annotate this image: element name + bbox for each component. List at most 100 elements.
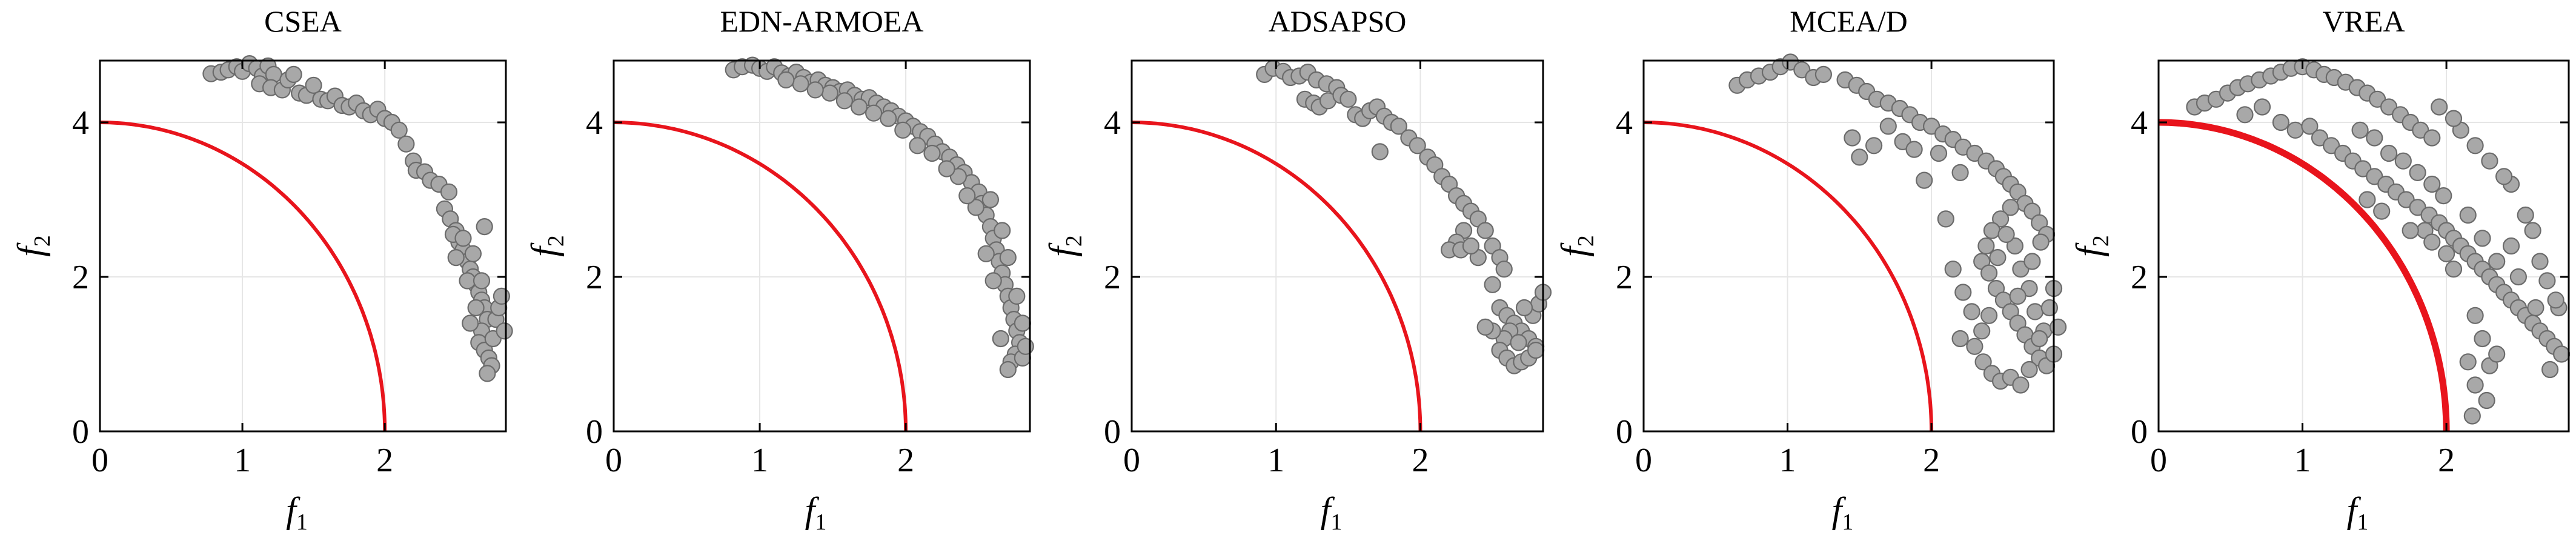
data-point xyxy=(1814,65,1832,84)
data-point xyxy=(479,365,496,382)
data-point xyxy=(2531,253,2549,270)
y-axis-label: f2 xyxy=(2069,235,2114,257)
data-point xyxy=(464,245,482,262)
data-point xyxy=(2474,330,2491,348)
y-tick-label: 4 xyxy=(1616,104,1633,142)
data-point xyxy=(2027,303,2044,320)
data-point xyxy=(2253,98,2271,116)
data-point xyxy=(1339,90,1357,108)
x-tick-label: 0 xyxy=(2150,442,2167,479)
data-point xyxy=(2040,299,2058,317)
data-point xyxy=(2272,113,2289,131)
y-axis-label: f2 xyxy=(10,235,55,257)
data-point xyxy=(2394,152,2412,170)
data-point xyxy=(2286,121,2304,139)
x-tick-label: 0 xyxy=(1635,442,1652,479)
x-axis-label: f1 xyxy=(286,490,308,535)
data-point xyxy=(2502,237,2520,255)
data-point xyxy=(792,75,809,93)
y-tick-label: 4 xyxy=(586,104,603,142)
subplot-title: ADSAPSO xyxy=(1269,4,1407,38)
data-point xyxy=(2351,121,2369,139)
y-tick-label: 0 xyxy=(1104,413,1121,451)
y-tick-label: 2 xyxy=(2131,259,2148,296)
y-axis-label-subscript: 2 xyxy=(30,235,55,247)
data-point xyxy=(1973,322,1991,340)
x-tick-label: 0 xyxy=(605,442,622,479)
data-point xyxy=(462,314,479,332)
data-point xyxy=(1997,225,2015,243)
data-point xyxy=(967,199,984,216)
axes-frame xyxy=(99,59,507,433)
data-point xyxy=(1515,299,1533,317)
x-tick-label: 2 xyxy=(2438,442,2455,479)
data-point xyxy=(1930,144,1948,162)
plot-area xyxy=(614,61,1030,431)
data-point xyxy=(994,222,1011,239)
subplot-2: EDN-ARMOEA f1 f2 0 1 2 0 2 4 xyxy=(524,4,1034,535)
data-point xyxy=(865,104,883,122)
x-axis-label-subscript: 1 xyxy=(296,510,308,535)
data-point xyxy=(958,187,976,205)
y-tick-label: 4 xyxy=(1104,104,1121,142)
data-point xyxy=(2031,330,2048,348)
data-point xyxy=(2478,391,2495,410)
reference-front-curve xyxy=(1131,121,1422,432)
data-point xyxy=(397,135,415,153)
data-point xyxy=(2541,360,2559,379)
data-point xyxy=(285,65,302,84)
data-point xyxy=(2380,144,2398,162)
data-point xyxy=(1977,237,1995,255)
x-axis-label: f1 xyxy=(1321,490,1343,535)
axes-frame xyxy=(1642,59,2055,433)
data-point xyxy=(1954,284,1972,301)
reference-front-curve xyxy=(99,121,387,432)
x-tick-label: 0 xyxy=(91,442,108,479)
data-point xyxy=(1879,118,1897,135)
x-axis-label: f1 xyxy=(805,490,827,535)
data-point xyxy=(2423,129,2441,147)
data-point xyxy=(1963,303,1980,320)
data-point xyxy=(977,245,995,262)
y-axis-label-subscript: 2 xyxy=(1573,235,1599,247)
data-point xyxy=(850,98,868,116)
x-tick-label: 1 xyxy=(234,442,251,479)
data-point xyxy=(2524,222,2541,239)
data-point xyxy=(2466,137,2484,154)
data-point xyxy=(496,322,513,340)
data-point xyxy=(2438,245,2455,262)
subplot-title: CSEA xyxy=(264,4,342,38)
data-point xyxy=(2423,175,2441,193)
data-point xyxy=(447,249,465,267)
data-point xyxy=(1409,137,1426,154)
data-point xyxy=(2402,222,2419,239)
data-point xyxy=(2373,202,2391,220)
data-point xyxy=(777,71,795,88)
data-point xyxy=(2495,168,2513,185)
subplot-title: EDN-ARMOEA xyxy=(720,4,923,38)
data-point xyxy=(2366,129,2383,147)
x-tick-label: 2 xyxy=(1923,442,1940,479)
data-point xyxy=(1844,129,1861,147)
data-point xyxy=(2032,233,2050,251)
data-point xyxy=(2009,287,2027,305)
data-point xyxy=(1851,148,1868,166)
data-point xyxy=(2517,206,2534,224)
data-point xyxy=(1510,334,1527,351)
data-point xyxy=(2547,291,2564,309)
y-tick-label: 4 xyxy=(72,104,89,142)
data-point xyxy=(476,218,493,236)
y-tick-label: 4 xyxy=(2131,104,2148,142)
data-point xyxy=(2002,199,2019,216)
y-tick-label: 0 xyxy=(72,413,89,451)
x-axis-label-subscript: 1 xyxy=(1330,510,1342,535)
data-point xyxy=(1017,337,1034,355)
x-tick-label: 1 xyxy=(1779,442,1796,479)
subplot-title: VREA xyxy=(2322,4,2405,38)
data-point xyxy=(2050,318,2067,336)
subplot-4: MCEA/D f1 f2 0 1 2 0 2 4 xyxy=(1554,4,2067,535)
data-point xyxy=(493,287,511,305)
subplot-5: VREA f1 f2 0 1 2 0 2 4 xyxy=(2069,4,2571,535)
data-point xyxy=(2466,307,2484,324)
data-point xyxy=(949,168,968,185)
